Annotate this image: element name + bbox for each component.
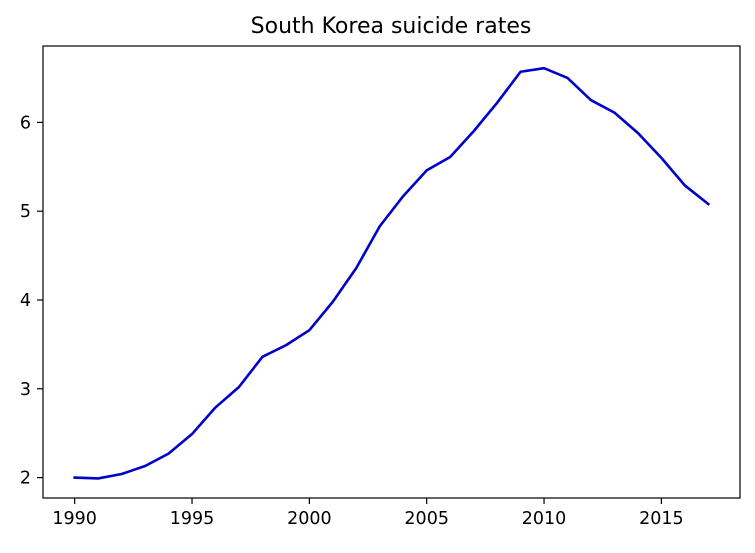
axes: 1990 1995 2000 2005 2010 2015 2 3 4 5 6 [20,45,741,529]
x-tick-label-1990: 1990 [52,509,97,529]
y-tick-label-2: 2 [20,469,31,489]
chart-title: South Korea suicide rates [251,14,532,39]
series-line-0 [73,66,711,480]
x-tick-label-2000: 2000 [287,509,332,529]
y-tick-label-6: 6 [20,113,31,133]
x-tick-label-1995: 1995 [170,509,215,529]
plot-area [73,66,711,480]
x-tick-label-2010: 2010 [522,509,567,529]
y-tick-label-4: 4 [20,291,31,311]
y-tick-label-5: 5 [20,202,31,222]
axes-frame [42,45,741,499]
y-tick-label-3: 3 [20,380,31,400]
x-tick-label-2015: 2015 [639,509,684,529]
x-tick-label-2005: 2005 [404,509,449,529]
